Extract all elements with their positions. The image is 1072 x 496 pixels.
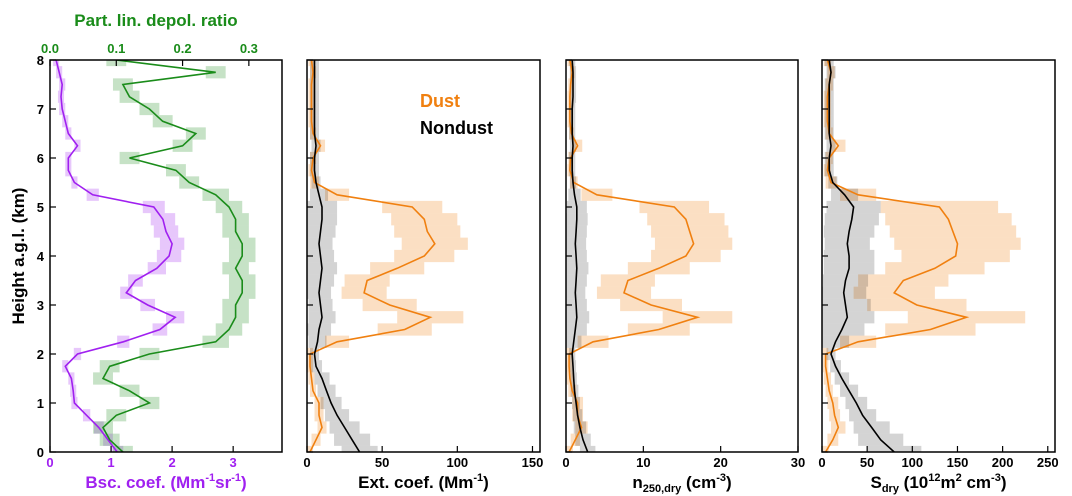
x-tick-label: 1 bbox=[107, 455, 114, 470]
uncertainty-band bbox=[823, 60, 832, 67]
profile-line bbox=[824, 60, 970, 452]
legend-entry: Nondust bbox=[420, 118, 493, 138]
uncertainty-band bbox=[566, 311, 590, 324]
profile-line bbox=[828, 60, 895, 452]
uncertainty-band bbox=[112, 445, 133, 452]
y-tick-label: 2 bbox=[37, 347, 44, 362]
x-tick-label: 250 bbox=[1037, 455, 1059, 470]
profile-line bbox=[101, 60, 243, 452]
x-axis-label-part: 12 bbox=[928, 472, 940, 484]
x-tick-label: 10 bbox=[636, 455, 650, 470]
x-axis-label-part: -1 bbox=[231, 472, 241, 484]
x2-axis-label: Part. lin. depol. ratio bbox=[74, 11, 237, 30]
y-tick-label: 1 bbox=[37, 396, 44, 411]
x-tick-label: 200 bbox=[992, 455, 1014, 470]
x-axis-label-part: (cm bbox=[681, 473, 716, 492]
uncertainty-band bbox=[341, 445, 378, 452]
x2-tick-label: 0.1 bbox=[107, 41, 125, 56]
uncertainty-band bbox=[822, 323, 865, 336]
x-axis-label-part: ) bbox=[483, 473, 489, 492]
x-axis-label-part: Ext. coef. (Mm bbox=[358, 473, 473, 492]
x-axis-label-part: S bbox=[870, 473, 881, 492]
x2-tick-label: 0.3 bbox=[240, 41, 258, 56]
profile-line bbox=[571, 60, 589, 452]
uncertainty-band bbox=[822, 298, 871, 312]
y-tick-label: 8 bbox=[37, 53, 44, 68]
x-axis-label-part: ) bbox=[241, 473, 247, 492]
x-axis-label-part: -3 bbox=[716, 472, 726, 484]
x-tick-label: 0 bbox=[303, 455, 310, 470]
y-tick-label: 7 bbox=[37, 102, 44, 117]
plot-area bbox=[53, 60, 256, 452]
y-tick-label: 5 bbox=[37, 200, 44, 215]
x-axis-label-part: cm bbox=[962, 473, 991, 492]
uncertainty-band bbox=[307, 445, 314, 452]
plot-area bbox=[566, 60, 733, 452]
x-tick-label: 100 bbox=[901, 455, 923, 470]
plot-area bbox=[307, 60, 468, 452]
x-axis-label: n250,dry (cm-3) bbox=[632, 472, 731, 495]
x-axis-label-part: sr bbox=[215, 473, 231, 492]
x-axis-label-part: 250,dry bbox=[643, 483, 682, 495]
y-axis-label: Height a.g.l. (km) bbox=[9, 188, 28, 325]
x-axis-label-part: Bsc. coef. (Mm bbox=[85, 473, 205, 492]
y-tick-label: 0 bbox=[37, 445, 44, 460]
x-axis-label-part: ) bbox=[726, 473, 732, 492]
x-tick-label: 3 bbox=[230, 455, 237, 470]
profile-line bbox=[568, 60, 701, 452]
x-axis-label: Bsc. coef. (Mm-1sr-1) bbox=[85, 472, 246, 492]
y-tick-label: 4 bbox=[37, 249, 45, 264]
x-tick-label: 20 bbox=[713, 455, 727, 470]
x-axis-label-part: m bbox=[941, 473, 956, 492]
profile-line bbox=[309, 60, 436, 452]
x-tick-label: 2 bbox=[168, 455, 175, 470]
x-tick-label: 50 bbox=[860, 455, 874, 470]
uncertainty-band bbox=[822, 311, 875, 324]
uncertainty-band bbox=[566, 323, 587, 336]
x-axis-label-part: 2 bbox=[956, 472, 962, 484]
x-axis-label-part: -1 bbox=[473, 472, 483, 484]
x-tick-label: 150 bbox=[522, 455, 544, 470]
x-axis-label-part: ) bbox=[1001, 473, 1007, 492]
x-axis-label-part: n bbox=[632, 473, 642, 492]
x-axis-label-part: -1 bbox=[205, 472, 215, 484]
profile-line bbox=[313, 60, 361, 452]
x-tick-label: 100 bbox=[446, 455, 468, 470]
x-tick-label: 0 bbox=[818, 455, 825, 470]
x-axis-label: Sdry (1012m2 cm-3) bbox=[870, 472, 1006, 495]
x-tick-label: 50 bbox=[375, 455, 389, 470]
x-axis-label-part: -3 bbox=[991, 472, 1001, 484]
x-tick-label: 0 bbox=[562, 455, 569, 470]
x-axis-label-part: dry bbox=[882, 483, 900, 495]
plot-area bbox=[822, 60, 1026, 452]
uncertainty-band bbox=[579, 445, 596, 452]
x2-tick-label: 0.2 bbox=[174, 41, 192, 56]
x-tick-label: 150 bbox=[947, 455, 969, 470]
x-tick-label: 0 bbox=[46, 455, 53, 470]
x-axis-label: Ext. coef. (Mm-1) bbox=[358, 472, 489, 492]
y-tick-label: 6 bbox=[37, 151, 44, 166]
uncertainty-band bbox=[566, 445, 573, 452]
profile-line bbox=[55, 60, 177, 452]
uncertainty-band bbox=[111, 445, 124, 452]
x2-tick-label: 0.0 bbox=[41, 41, 59, 56]
y-tick-label: 3 bbox=[37, 298, 44, 313]
x-tick-label: 30 bbox=[791, 455, 805, 470]
uncertainty-band bbox=[867, 445, 922, 452]
uncertainty-band bbox=[822, 445, 830, 452]
x-axis-label-part: (10 bbox=[899, 473, 928, 492]
legend-entry: Dust bbox=[420, 91, 460, 111]
